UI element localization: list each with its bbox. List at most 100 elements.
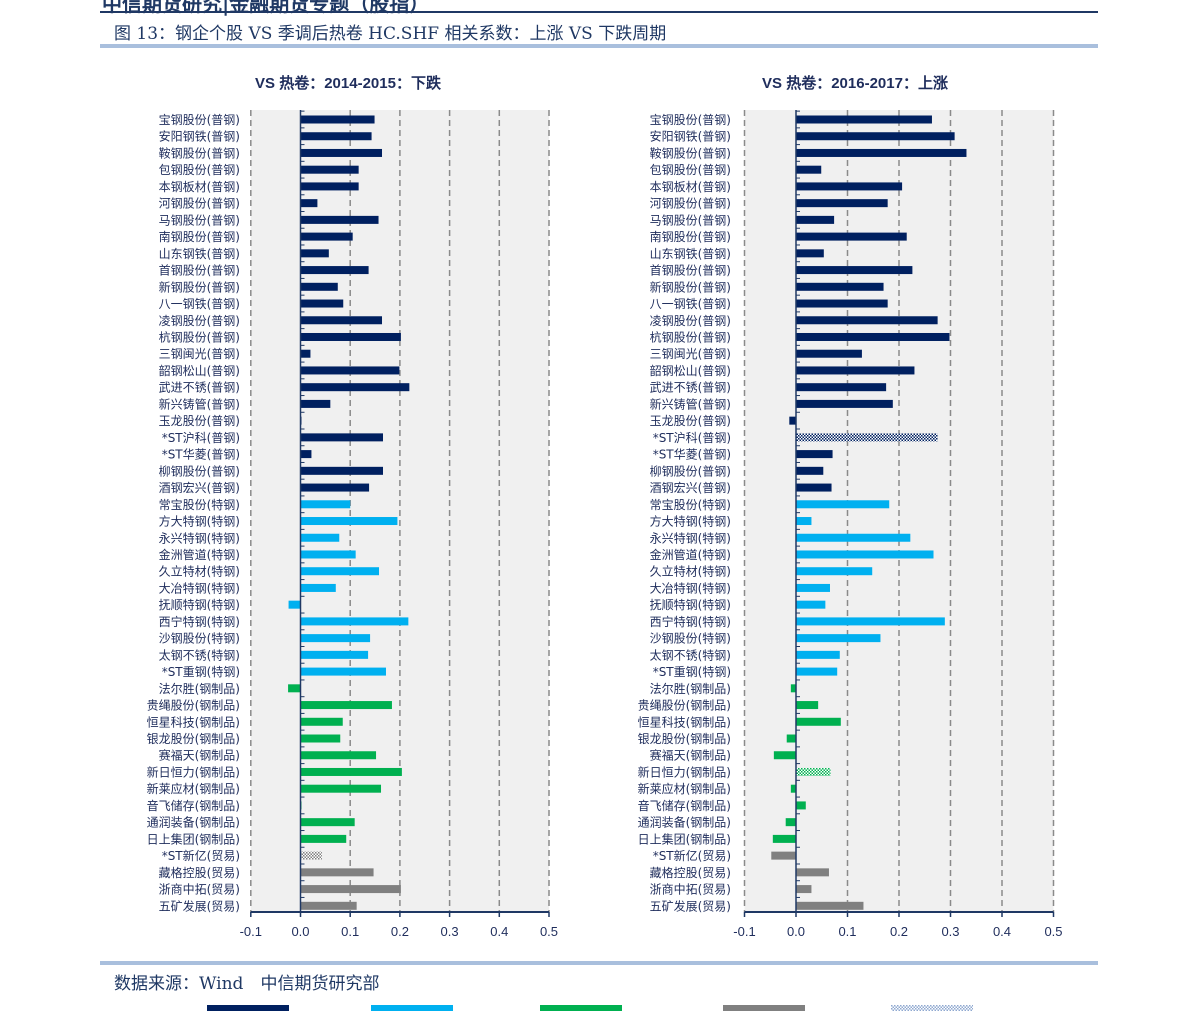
category-label: 新钢股份(普钢) xyxy=(650,279,731,294)
category-label: 恒星科技(钢制品) xyxy=(638,715,731,729)
x-tick-label: 0.5 xyxy=(540,924,558,939)
bar xyxy=(796,132,955,141)
category-label: 法尔胜(钢制品) xyxy=(650,681,731,696)
category-label: 永兴特钢(特钢) xyxy=(159,530,240,545)
bar xyxy=(300,818,355,827)
bar xyxy=(300,349,311,358)
bar xyxy=(796,801,806,810)
category-label: 宝钢股份(普钢) xyxy=(159,113,240,127)
category-label: 安阳钢铁(普钢) xyxy=(159,129,240,144)
category-label: 马钢股份(普钢) xyxy=(159,213,240,227)
x-tick-label: -0.1 xyxy=(240,924,262,939)
legend-swatch xyxy=(540,1005,622,1011)
bar xyxy=(288,600,301,609)
bar xyxy=(300,517,398,526)
bar xyxy=(300,701,392,710)
category-label: 太钢不锈(特钢) xyxy=(159,647,240,662)
bar xyxy=(796,349,862,358)
bar xyxy=(796,215,835,224)
bar xyxy=(796,517,812,526)
bar xyxy=(300,266,369,275)
category-label: 河钢股份(普钢) xyxy=(650,197,731,211)
chart-title: VS 热卷：2016-2017：上涨 xyxy=(762,74,948,92)
bar xyxy=(300,583,336,592)
x-tick-label: 0.3 xyxy=(441,924,459,939)
category-label: 久立特材(特钢) xyxy=(159,564,240,579)
bar xyxy=(796,868,829,877)
category-label: 玉龙股份(普钢) xyxy=(650,414,731,428)
bar xyxy=(300,734,341,743)
bar xyxy=(300,634,371,643)
category-label: *ST华菱(普钢) xyxy=(653,448,731,462)
bar xyxy=(300,767,402,776)
bar xyxy=(796,617,945,626)
category-label: 贵绳股份(钢制品) xyxy=(638,699,731,713)
category-label: 抚顺特钢(特钢) xyxy=(159,597,240,612)
category-label: 河钢股份(普钢) xyxy=(159,197,240,211)
figure-title: 图 13：钢企个股 VS 季调后热卷 HC.SHF 相关系数：上涨 VS 下跌周… xyxy=(114,24,667,44)
footer-divider xyxy=(100,961,1098,965)
bar xyxy=(300,466,384,475)
category-label: 韶钢松山(普钢) xyxy=(159,363,240,378)
bar xyxy=(796,600,826,609)
category-label: 常宝股份(特钢) xyxy=(159,497,240,512)
category-label: 西宁特钢(特钢) xyxy=(650,614,731,629)
bar xyxy=(300,868,374,877)
category-label: 三钢闽光(普钢) xyxy=(159,347,240,361)
bar xyxy=(300,901,357,910)
category-label: 沙钢股份(特钢) xyxy=(159,631,240,646)
bar xyxy=(796,650,840,659)
category-label: 大冶特钢(特钢) xyxy=(650,580,731,595)
category-label: 金洲管道(特钢) xyxy=(650,547,731,562)
category-label: *ST沪科(普钢) xyxy=(653,431,731,445)
bar xyxy=(796,316,938,325)
bar xyxy=(796,466,824,475)
bar xyxy=(796,115,932,124)
chart-1: VS 热卷：2014-2015：下跌 -0.1 0.0 0.1 0.2 0.3 0.4 0.5… xyxy=(147,74,558,939)
x-tick-label: -0.1 xyxy=(733,924,755,939)
category-label: 常宝股份(特钢) xyxy=(650,497,731,512)
chart-2: VS 热卷：2016-2017：上涨 -0.1 0.0 0.1 0.2 0.3 0.4 0.5… xyxy=(638,74,1063,939)
category-label: 藏格控股(贸易) xyxy=(650,865,731,880)
bar xyxy=(796,266,913,275)
category-label: 马钢股份(普钢) xyxy=(650,213,731,227)
bar xyxy=(300,433,384,442)
bar xyxy=(300,500,351,509)
x-tick-label: 0.2 xyxy=(890,924,908,939)
bar xyxy=(796,148,967,157)
category-label: *ST华菱(普钢) xyxy=(162,448,240,462)
category-label: *ST沪科(普钢) xyxy=(162,431,240,445)
bar xyxy=(300,132,372,141)
bar xyxy=(773,751,796,760)
bar xyxy=(796,483,832,492)
category-label: *ST重钢(特钢) xyxy=(653,664,731,679)
category-label: 通润装备(钢制品) xyxy=(638,816,731,830)
bar xyxy=(796,767,831,776)
category-label: 日上集团(钢制品) xyxy=(147,831,240,846)
x-tick-label: 0.3 xyxy=(941,924,959,939)
bar xyxy=(796,634,881,643)
bar xyxy=(796,232,907,241)
x-tick-label: 0.0 xyxy=(291,924,309,939)
bar xyxy=(789,416,796,425)
bar xyxy=(300,232,353,241)
bar xyxy=(300,115,375,124)
category-label: 新日恒力(钢制品) xyxy=(638,764,731,779)
category-label: 韶钢松山(普钢) xyxy=(650,363,731,378)
category-label: 西宁特钢(特钢) xyxy=(159,614,240,629)
bar xyxy=(796,450,833,459)
header-divider xyxy=(100,11,1098,13)
bar xyxy=(785,818,796,827)
bar xyxy=(300,567,380,576)
bar xyxy=(300,834,347,843)
bar xyxy=(300,885,401,894)
x-tick-label: 0.0 xyxy=(787,924,805,939)
category-label: 山东钢铁(普钢) xyxy=(650,247,731,261)
bar xyxy=(300,617,409,626)
bar xyxy=(300,533,340,542)
category-label: 酒钢宏兴(普钢) xyxy=(159,480,240,495)
bar xyxy=(300,282,338,291)
bar xyxy=(300,316,383,325)
category-label: 新钢股份(普钢) xyxy=(159,279,240,294)
